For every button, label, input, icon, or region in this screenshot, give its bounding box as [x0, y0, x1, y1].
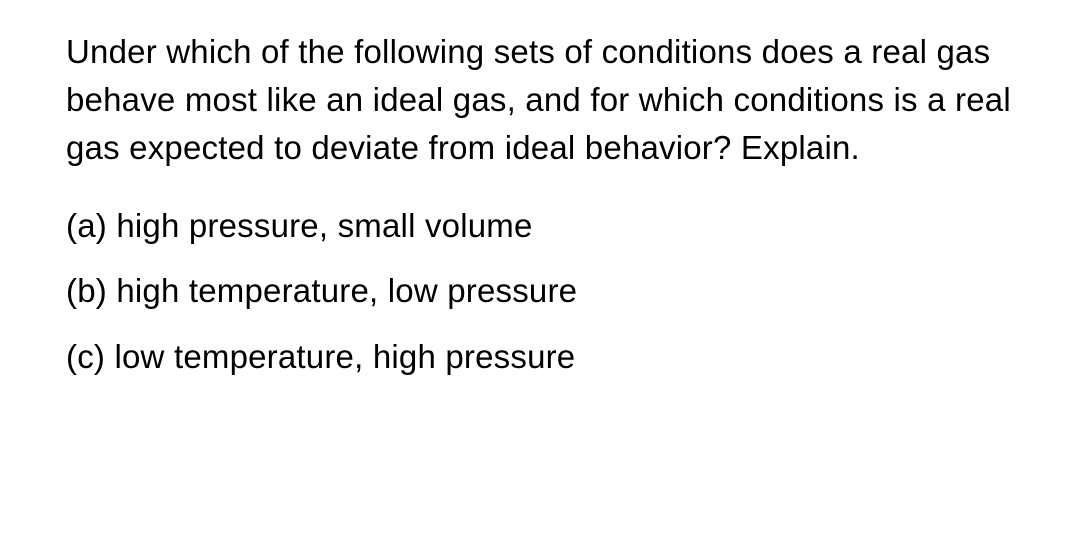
option-c-text: low temperature, high pressure	[114, 338, 575, 375]
option-a-text: high pressure, small volume	[116, 207, 532, 244]
option-b: (b) high temperature, low pressure	[66, 267, 1020, 315]
option-a-label: (a)	[66, 207, 107, 244]
option-c-label: (c)	[66, 338, 105, 375]
question-text: Under which of the following sets of con…	[66, 28, 1020, 172]
option-b-text: high temperature, low pressure	[116, 272, 577, 309]
option-b-label: (b)	[66, 272, 107, 309]
option-a: (a) high pressure, small volume	[66, 202, 1020, 250]
option-c: (c) low temperature, high pressure	[66, 333, 1020, 381]
